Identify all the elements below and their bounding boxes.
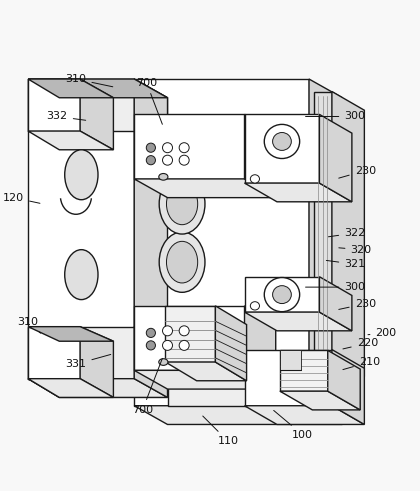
Text: 300: 300 [306, 111, 365, 121]
Polygon shape [332, 350, 365, 424]
Ellipse shape [179, 326, 189, 336]
Polygon shape [320, 277, 352, 331]
Ellipse shape [159, 174, 205, 234]
Polygon shape [28, 327, 80, 379]
Text: 310: 310 [18, 318, 41, 333]
Polygon shape [244, 183, 352, 202]
Ellipse shape [163, 326, 173, 336]
Ellipse shape [159, 359, 168, 365]
Polygon shape [280, 351, 328, 391]
Text: 220: 220 [343, 338, 378, 349]
Polygon shape [28, 131, 113, 150]
Ellipse shape [250, 175, 260, 183]
Text: 230: 230 [339, 299, 376, 309]
Polygon shape [28, 327, 134, 379]
Polygon shape [215, 306, 247, 381]
Polygon shape [28, 379, 168, 397]
Polygon shape [244, 312, 352, 331]
Ellipse shape [264, 124, 299, 159]
Ellipse shape [146, 341, 155, 350]
Polygon shape [28, 79, 168, 98]
Text: 700: 700 [132, 358, 163, 415]
Ellipse shape [273, 286, 291, 303]
Polygon shape [28, 379, 168, 397]
Polygon shape [134, 79, 309, 406]
Ellipse shape [166, 242, 198, 283]
Text: 700: 700 [136, 78, 163, 124]
Polygon shape [244, 406, 365, 424]
Text: 332: 332 [47, 111, 86, 121]
Polygon shape [134, 114, 244, 179]
Text: 230: 230 [339, 165, 376, 178]
Ellipse shape [65, 249, 98, 300]
Polygon shape [320, 114, 352, 202]
Polygon shape [28, 79, 134, 131]
Ellipse shape [250, 301, 260, 310]
Polygon shape [28, 79, 80, 131]
Polygon shape [244, 306, 276, 389]
Text: 110: 110 [203, 416, 239, 446]
Polygon shape [28, 79, 134, 379]
Polygon shape [134, 327, 168, 397]
Polygon shape [28, 79, 113, 98]
Text: 331: 331 [66, 355, 111, 369]
Ellipse shape [179, 340, 189, 351]
Polygon shape [168, 370, 309, 406]
Ellipse shape [163, 143, 173, 153]
Text: 120: 120 [3, 192, 40, 203]
Polygon shape [328, 351, 360, 410]
Ellipse shape [264, 277, 299, 312]
Polygon shape [134, 370, 276, 389]
Ellipse shape [179, 155, 189, 165]
Ellipse shape [166, 183, 198, 225]
Polygon shape [134, 406, 342, 424]
Polygon shape [134, 179, 276, 198]
Ellipse shape [159, 173, 168, 180]
Ellipse shape [146, 143, 155, 152]
Polygon shape [244, 277, 320, 312]
Polygon shape [280, 391, 360, 410]
Polygon shape [280, 351, 301, 370]
Polygon shape [315, 91, 332, 358]
Ellipse shape [273, 133, 291, 150]
Polygon shape [332, 91, 365, 377]
Text: 100: 100 [274, 410, 313, 440]
Text: 322: 322 [328, 228, 365, 238]
Text: 300: 300 [306, 282, 365, 292]
Polygon shape [28, 327, 113, 341]
Ellipse shape [65, 150, 98, 200]
Polygon shape [165, 362, 247, 381]
Ellipse shape [179, 143, 189, 153]
Polygon shape [80, 327, 113, 397]
Text: 321: 321 [326, 259, 365, 269]
Polygon shape [80, 79, 113, 150]
Polygon shape [165, 306, 215, 362]
Polygon shape [244, 350, 332, 406]
Ellipse shape [159, 232, 205, 292]
Polygon shape [315, 358, 365, 377]
Polygon shape [134, 306, 244, 370]
Text: 310: 310 [66, 74, 113, 87]
Ellipse shape [163, 340, 173, 351]
Ellipse shape [146, 328, 155, 337]
Ellipse shape [163, 155, 173, 165]
Polygon shape [134, 79, 168, 397]
Text: 210: 210 [343, 357, 380, 370]
Polygon shape [244, 114, 276, 198]
Polygon shape [134, 79, 168, 150]
Text: 200: 200 [368, 328, 396, 338]
Polygon shape [244, 114, 320, 183]
Polygon shape [28, 379, 113, 397]
Ellipse shape [146, 156, 155, 165]
Polygon shape [309, 79, 342, 424]
Text: 320: 320 [339, 245, 372, 255]
